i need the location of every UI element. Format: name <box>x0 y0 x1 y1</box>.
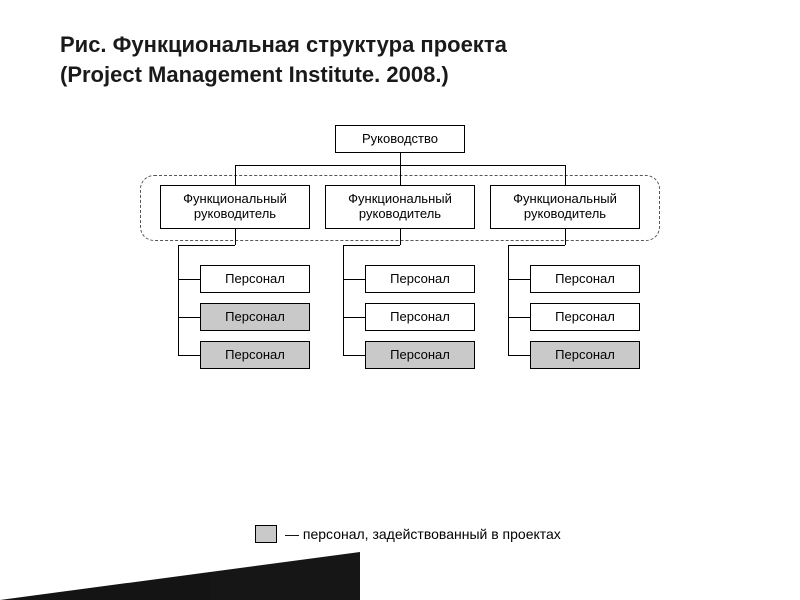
conn-mgr-0-spine <box>178 245 179 355</box>
conn-mgr-2-v1 <box>565 229 566 245</box>
node-leadership: Руководство <box>335 125 465 153</box>
title-line-1: Рис. Функциональная структура проекта <box>60 30 740 60</box>
legend-text: — персонал, задействованный в проектах <box>285 526 561 542</box>
conn-top-vert <box>400 153 401 165</box>
conn-mgr-1-h <box>343 245 400 246</box>
conn-stub-1-2 <box>343 355 365 356</box>
conn-stub-0-0 <box>178 279 200 280</box>
node-staff-2-2: Персонал <box>530 341 640 369</box>
conn-mgr-drop-2 <box>565 165 566 185</box>
conn-mgr-drop-1 <box>400 165 401 185</box>
conn-mgr-1-spine <box>343 245 344 355</box>
node-staff-0-0: Персонал <box>200 265 310 293</box>
conn-stub-2-0 <box>508 279 530 280</box>
node-staff-1-0: Персонал <box>365 265 475 293</box>
conn-stub-2-2 <box>508 355 530 356</box>
title-line-2: (Project Management Institute. 2008.) <box>60 60 740 90</box>
conn-mgr-drop-0 <box>235 165 236 185</box>
node-functional-manager-0: Функциональный руководитель <box>160 185 310 229</box>
conn-stub-0-1 <box>178 317 200 318</box>
conn-mgr-0-v1 <box>235 229 236 245</box>
node-staff-1-2: Персонал <box>365 341 475 369</box>
page-title: Рис. Функциональная структура проекта (P… <box>60 30 740 89</box>
node-functional-manager-1: Функциональный руководитель <box>325 185 475 229</box>
conn-stub-1-0 <box>343 279 365 280</box>
conn-mgr-2-h <box>508 245 565 246</box>
conn-mgr-1-v1 <box>400 229 401 245</box>
node-staff-2-0: Персонал <box>530 265 640 293</box>
node-staff-0-2: Персонал <box>200 341 310 369</box>
legend-swatch <box>255 525 277 543</box>
conn-mgr-0-h <box>178 245 235 246</box>
decorative-triangle-dark <box>0 552 360 600</box>
conn-stub-2-1 <box>508 317 530 318</box>
conn-mgr-2-spine <box>508 245 509 355</box>
node-staff-0-1: Персонал <box>200 303 310 331</box>
node-functional-manager-2: Функциональный руководитель <box>490 185 640 229</box>
legend: — персонал, задействованный в проектах <box>255 525 561 543</box>
node-staff-2-1: Персонал <box>530 303 640 331</box>
node-staff-1-1: Персонал <box>365 303 475 331</box>
conn-stub-1-1 <box>343 317 365 318</box>
conn-stub-0-2 <box>178 355 200 356</box>
